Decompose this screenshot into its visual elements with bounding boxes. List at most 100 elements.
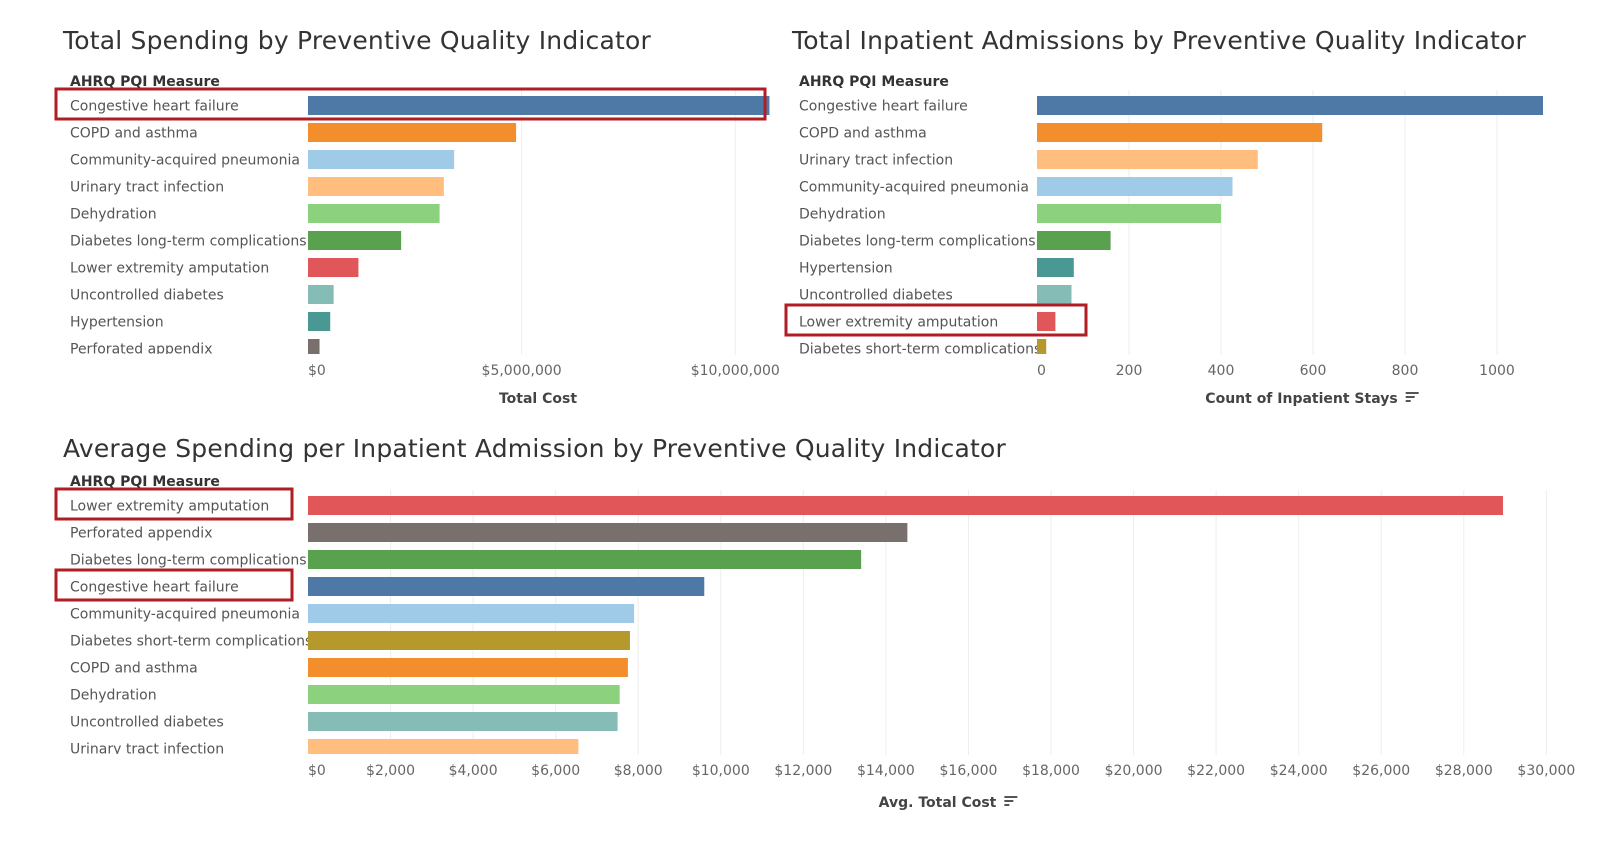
bar-lower-extremity-amputation[interactable] (308, 496, 1504, 515)
x-tick-label: $24,000 (1270, 763, 1328, 779)
x-tick-label: $5,000,000 (482, 363, 562, 379)
x-axis-label: Avg. Total Cost (879, 795, 997, 811)
bar-copd-and-asthma[interactable] (1037, 123, 1323, 142)
category-label-congestive-heart-failure: Congestive heart failure (799, 99, 968, 115)
category-label-congestive-heart-failure: Congestive heart failure (70, 580, 239, 596)
bar-congestive-heart-failure[interactable] (308, 577, 705, 596)
category-label-perforated-appendix: Perforated appendix (70, 342, 212, 358)
x-tick-label: 800 (1392, 363, 1419, 379)
x-tick-label: $8,000 (614, 763, 663, 779)
x-axis-label: Count of Inpatient Stays (1205, 391, 1397, 407)
bar-dehydration[interactable] (1037, 204, 1221, 223)
x-tick-label: $30,000 (1517, 763, 1575, 779)
bar-urinary-tract-infection[interactable] (308, 177, 444, 196)
highlight-box-lower-extremity-amputation (784, 303, 1088, 337)
average-bar-chart: Lower extremity amputation Perforated app… (54, 487, 1575, 811)
x-axis-label: Total Cost (499, 391, 577, 407)
category-label-dehydration: Dehydration (70, 207, 157, 223)
category-label-uncontrolled-diabetes: Uncontrolled diabetes (70, 715, 224, 731)
bar-community-acquired-pneumonia[interactable] (308, 150, 455, 169)
x-tick-label: $6,000 (531, 763, 580, 779)
bar-copd-and-asthma[interactable] (308, 658, 628, 677)
bar-community-acquired-pneumonia[interactable] (308, 604, 635, 623)
sort-icon[interactable] (1405, 392, 1419, 402)
spending-dimension-header: AHRQ PQI Measure (70, 74, 220, 90)
spending-chart-panel: Total Spending by Preventive Quality Ind… (0, 0, 790, 420)
x-tick-label: $20,000 (1105, 763, 1163, 779)
category-label-lower-extremity-amputation: Lower extremity amputation (70, 499, 269, 515)
category-label-dehydration: Dehydration (70, 688, 157, 704)
category-label-community-acquired-pneumonia: Community-acquired pneumonia (799, 180, 1029, 196)
average-chart-panel: Average Spending per Inpatient Admission… (0, 420, 1619, 844)
x-tick-label: 1000 (1479, 363, 1515, 379)
bar-diabetes-short-term-complications[interactable] (1037, 339, 1047, 358)
bar-urinary-tract-infection[interactable] (1037, 150, 1258, 169)
x-tick-label: 600 (1300, 363, 1327, 379)
x-tick-label: 200 (1116, 363, 1143, 379)
bar-uncontrolled-diabetes[interactable] (308, 285, 334, 304)
bar-uncontrolled-diabetes[interactable] (1037, 285, 1072, 304)
x-tick-label: $10,000,000 (691, 363, 780, 379)
bar-diabetes-long-term-complications[interactable] (1037, 231, 1111, 250)
bar-uncontrolled-diabetes[interactable] (308, 712, 618, 731)
category-label-diabetes-long-term-complications: Diabetes long-term complications (70, 553, 307, 569)
x-tick-label: $0 (308, 763, 326, 779)
bar-hypertension[interactable] (1037, 258, 1074, 277)
average-chart-title: Average Spending per Inpatient Admission… (63, 434, 1006, 463)
category-label-dehydration: Dehydration (799, 207, 886, 223)
bar-dehydration[interactable] (308, 204, 440, 223)
x-tick-label: $2,000 (366, 763, 415, 779)
category-label-urinary-tract-infection: Urinary tract infection (70, 742, 224, 758)
category-label-lower-extremity-amputation: Lower extremity amputation (70, 261, 269, 277)
category-label-diabetes-long-term-complications: Diabetes long-term complications (799, 234, 1036, 250)
bar-perforated-appendix[interactable] (308, 339, 320, 358)
spending-chart-title: Total Spending by Preventive Quality Ind… (63, 26, 651, 55)
bar-hypertension[interactable] (308, 312, 331, 331)
category-label-urinary-tract-infection: Urinary tract infection (799, 153, 953, 169)
x-tick-label: 0 (1037, 363, 1046, 379)
sort-icon[interactable] (1004, 796, 1018, 806)
bar-urinary-tract-infection[interactable] (308, 739, 579, 758)
category-label-diabetes-short-term-complications: Diabetes short-term complications (70, 634, 312, 650)
x-tick-label: 400 (1208, 363, 1235, 379)
category-label-uncontrolled-diabetes: Uncontrolled diabetes (70, 288, 224, 304)
spending-bar-chart: Congestive heart failure COPD and asthma C… (54, 87, 780, 407)
bar-copd-and-asthma[interactable] (308, 123, 517, 142)
highlight-box-lower-extremity-amputation (54, 487, 294, 521)
x-tick-label: $22,000 (1187, 763, 1245, 779)
x-tick-label: $28,000 (1435, 763, 1493, 779)
x-tick-label: $26,000 (1352, 763, 1410, 779)
x-tick-label: $12,000 (774, 763, 832, 779)
average-dimension-header: AHRQ PQI Measure (70, 474, 220, 490)
bar-perforated-appendix[interactable] (308, 523, 908, 542)
category-label-hypertension: Hypertension (799, 261, 893, 277)
category-label-uncontrolled-diabetes: Uncontrolled diabetes (799, 288, 953, 304)
x-tick-label: $10,000 (692, 763, 750, 779)
highlight-box-congestive-heart-failure (54, 87, 767, 121)
admissions-chart-panel: Total Inpatient Admissions by Preventive… (0, 0, 1619, 420)
bar-diabetes-short-term-complications[interactable] (308, 631, 630, 650)
bar-community-acquired-pneumonia[interactable] (1037, 177, 1233, 196)
category-label-lower-extremity-amputation: Lower extremity amputation (799, 315, 998, 331)
x-tick-label: $16,000 (940, 763, 998, 779)
bar-dehydration[interactable] (308, 685, 620, 704)
category-label-copd-and-asthma: COPD and asthma (70, 661, 198, 677)
category-label-diabetes-short-term-complications: Diabetes short-term complications (799, 342, 1041, 358)
category-label-copd-and-asthma: COPD and asthma (70, 126, 198, 142)
category-label-hypertension: Hypertension (70, 315, 164, 331)
bar-congestive-heart-failure[interactable] (308, 96, 770, 115)
category-label-diabetes-long-term-complications: Diabetes long-term complications (70, 234, 307, 250)
bar-lower-extremity-amputation[interactable] (1037, 312, 1056, 331)
bar-diabetes-long-term-complications[interactable] (308, 550, 862, 569)
x-tick-label: $4,000 (449, 763, 498, 779)
x-tick-label: $0 (308, 363, 326, 379)
admissions-dimension-header: AHRQ PQI Measure (799, 74, 949, 90)
bar-lower-extremity-amputation[interactable] (308, 258, 359, 277)
admissions-bar-chart: Congestive heart failure COPD and asthma U… (784, 90, 1543, 407)
bar-congestive-heart-failure[interactable] (1037, 96, 1543, 115)
highlight-box-congestive-heart-failure (54, 568, 294, 602)
category-label-congestive-heart-failure: Congestive heart failure (70, 99, 239, 115)
category-label-copd-and-asthma: COPD and asthma (799, 126, 927, 142)
bar-diabetes-long-term-complications[interactable] (308, 231, 402, 250)
x-tick-label: $14,000 (857, 763, 915, 779)
